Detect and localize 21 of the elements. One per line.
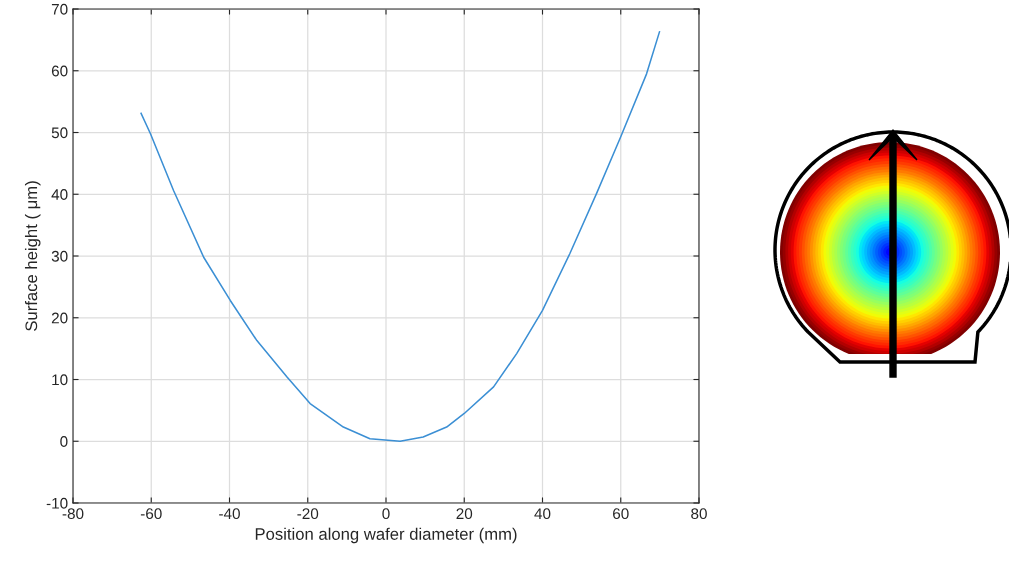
y-tick-label: 30	[51, 250, 68, 262]
y-tick-label: 70	[51, 3, 68, 15]
x-tick-label: -40	[219, 508, 240, 520]
y-axis-title: Surface height ( μm)	[24, 181, 41, 331]
x-tick-label: -20	[297, 508, 319, 520]
y-tick-label: 40	[51, 189, 68, 200]
y-tick-label: 10	[52, 374, 68, 386]
x-tick-label: 20	[456, 508, 473, 520]
y-tick-label: -10	[46, 497, 68, 509]
x-tick-label: 60	[613, 508, 629, 520]
x-tick-label: 40	[534, 508, 551, 520]
x-axis-title: Position along wafer diameter (mm)	[255, 527, 517, 544]
y-tick-label: 20	[51, 312, 68, 324]
y-tick-label: 0	[60, 436, 68, 447]
y-tick-label: 60	[51, 65, 68, 77]
y-tick-label: 50	[51, 127, 68, 139]
line-series	[140, 31, 661, 443]
x-tick-label: -60	[140, 508, 162, 520]
x-tick-label: -80	[62, 508, 84, 520]
x-tick-label: 0	[382, 508, 390, 520]
x-tick-label: 80	[691, 508, 707, 520]
